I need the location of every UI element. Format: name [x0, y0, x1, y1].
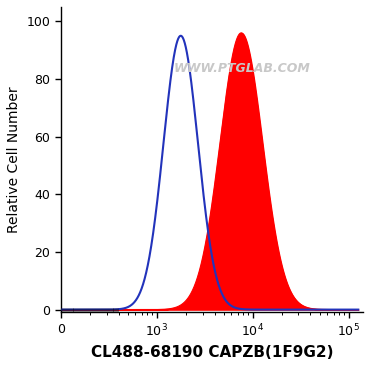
- Text: WWW.PTGLAB.COM: WWW.PTGLAB.COM: [174, 62, 310, 75]
- Y-axis label: Relative Cell Number: Relative Cell Number: [7, 86, 21, 233]
- X-axis label: CL488-68190 CAPZB(1F9G2): CL488-68190 CAPZB(1F9G2): [91, 345, 333, 360]
